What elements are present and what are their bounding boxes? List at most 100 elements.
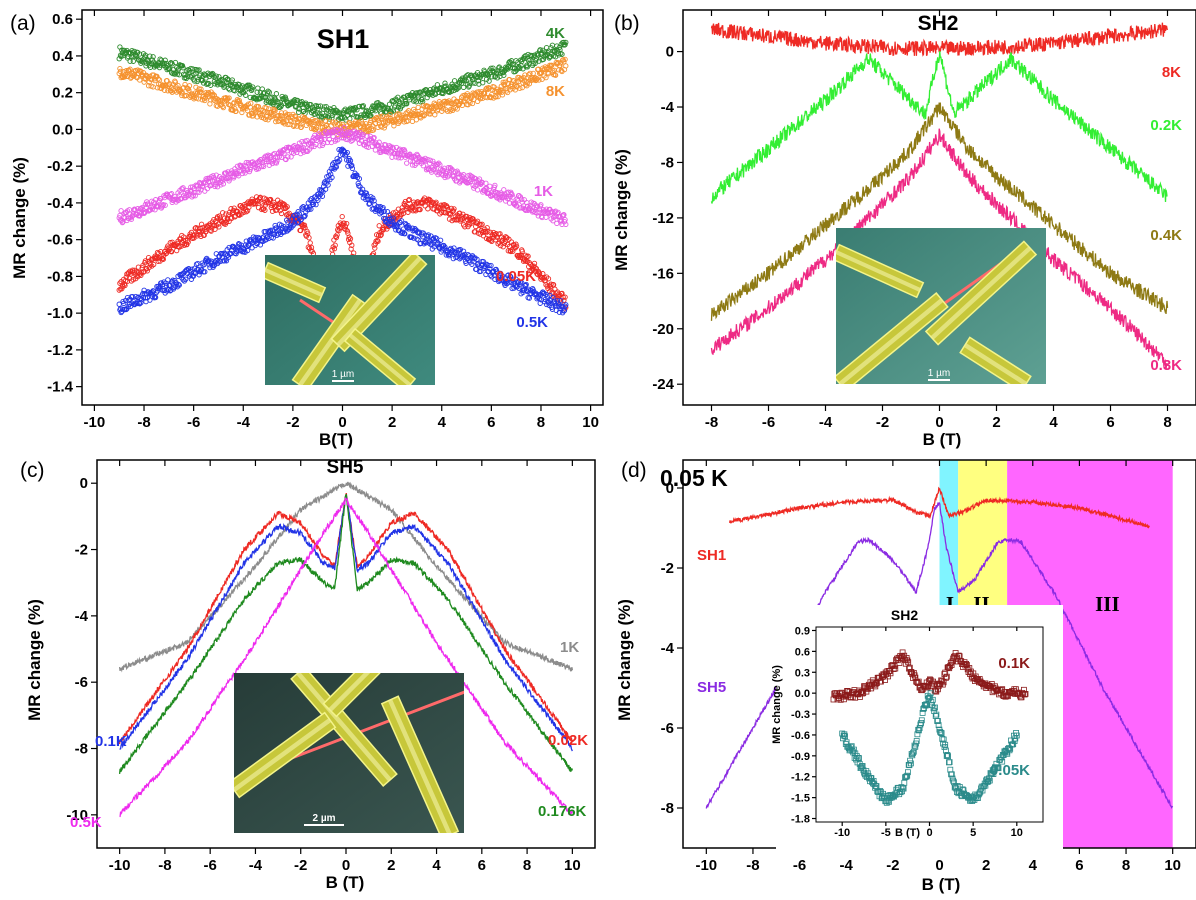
data-point [358,185,362,189]
x-tick-label: -8 [137,414,150,431]
panel-label-a: (a) [10,12,36,35]
x-tick-label: -8 [746,857,759,874]
x-axis-label-d: B (T) [922,875,961,894]
x-tick-label: 0 [338,414,346,431]
x-tick-label: -6 [187,414,200,431]
sem-micrograph-2: 2 µm [229,634,470,839]
x-tick-label: -10 [109,857,131,874]
series-label-1K: 1K [560,639,579,656]
y-tick-label: -1.2 [47,342,73,359]
y-tick-label: -0.3 [791,709,810,721]
data-point [426,207,430,211]
data-point [475,188,479,192]
inset-title: SH2 [891,607,918,623]
data-point [308,241,312,245]
data-point [475,99,479,103]
series-label-0.5K: 0.5K [70,814,102,831]
sem-micrograph-1: 1 µm [833,228,1046,392]
series-label-4K: 4K [546,25,565,42]
data-point [256,86,260,90]
data-point [452,79,456,83]
series-1K-points [117,125,568,226]
y-tick-label: -20 [652,321,674,338]
series-label-8K: 8K [546,83,565,100]
inset-x-axis-label: B (T) [895,827,920,839]
x-tick-label: -4 [840,857,854,874]
y-tick-label: -1.8 [791,814,810,826]
x-tick-label: 2 [388,414,396,431]
y-tick-label: 0.4 [52,48,74,65]
x-tick-label: 5 [970,827,976,839]
data-point [196,261,200,265]
x-tick-label: 6 [487,414,495,431]
y-tick-label: -8 [75,741,88,758]
y-tick-label: 0.9 [795,625,810,637]
x-axis-label-a: B(T) [319,430,353,449]
x-tick-label: 4 [432,857,441,874]
x-tick-label: -10 [695,857,717,874]
series-label-0.02K: 0.02K [548,732,588,749]
x-tick-label: 8 [1122,857,1130,874]
data-point [461,85,465,89]
y-tick-label: -4 [661,640,675,657]
x-tick-label: -10 [84,414,106,431]
x-tick-label: 8 [1163,414,1171,431]
series-label-0.176K: 0.176K [538,803,587,820]
x-tick-label: -4 [237,414,251,431]
x-tick-label: -2 [886,857,899,874]
y-tick-label: -6 [661,720,674,737]
y-tick-label: -1.5 [791,793,810,805]
chart-title-sh1: SH1 [317,24,370,54]
series-label-0.05K: 0.05K [496,268,536,285]
x-tick-label: -2 [286,414,299,431]
y-tick-label: -2 [661,560,674,577]
data-point [274,92,278,96]
x-tick-label: -4 [249,857,263,874]
data-point [423,204,427,208]
series-label-8K: 8K [1162,64,1181,81]
series-label-0.4K: 0.4K [1150,227,1182,244]
y-axis-label-a: MR change (%) [10,157,29,279]
x-tick-label: 2 [982,857,990,874]
y-tick-label: 0.6 [52,11,73,28]
series-label-0.3K: 0.3K [1150,357,1182,374]
y-tick-label: 0.0 [795,688,810,700]
x-tick-label: -6 [204,857,217,874]
y-tick-label: -0.2 [47,158,73,175]
y-tick-label: -12 [652,210,674,227]
y-tick-label: -0.8 [47,268,73,285]
data-point [481,81,485,85]
inset-chart-sh2: -10 -5 0 5 100.90.60.30.0-0.3-0.6-0.9-1.2-1.… [771,605,1063,856]
series-label-0.1K: 0.1K [95,733,127,750]
y-tick-label: -0.9 [791,751,810,763]
x-tick-label: -8 [705,414,718,431]
x-tick-label: 2 [387,857,395,874]
x-axis-label-c: B (T) [326,873,365,892]
y-tick-label: 0 [666,480,674,497]
x-tick-label: 6 [1075,857,1083,874]
panel-label-c: (c) [20,459,45,482]
x-tick-label: -2 [294,857,307,874]
y-tick-label: -0.4 [47,195,74,212]
x-tick-label: -10 [834,827,850,839]
scale-bar-label: 1 µm [332,369,354,380]
x-tick-label: 4 [438,414,447,431]
x-tick-label: 6 [1106,414,1114,431]
y-tick-label: -2 [75,542,88,559]
x-tick-label: -2 [876,414,889,431]
chart-title-sh2: SH2 [918,12,959,35]
x-tick-label: 4 [1049,414,1058,431]
data-point [373,148,377,152]
x-tick-label: 6 [478,857,486,874]
y-tick-label: -24 [652,376,674,393]
y-tick-label: 0.2 [52,85,73,102]
y-tick-label: -8 [661,800,674,817]
x-tick-label: -6 [762,414,775,431]
data-point [203,189,207,193]
x-tick-label: -5 [881,827,891,839]
y-tick-label: -6 [75,674,88,691]
x-tick-label: 8 [537,414,545,431]
panel-label-d: (d) [621,459,647,482]
x-tick-label: -8 [158,857,171,874]
inset-y-axis-label: MR change (%) [771,665,783,744]
